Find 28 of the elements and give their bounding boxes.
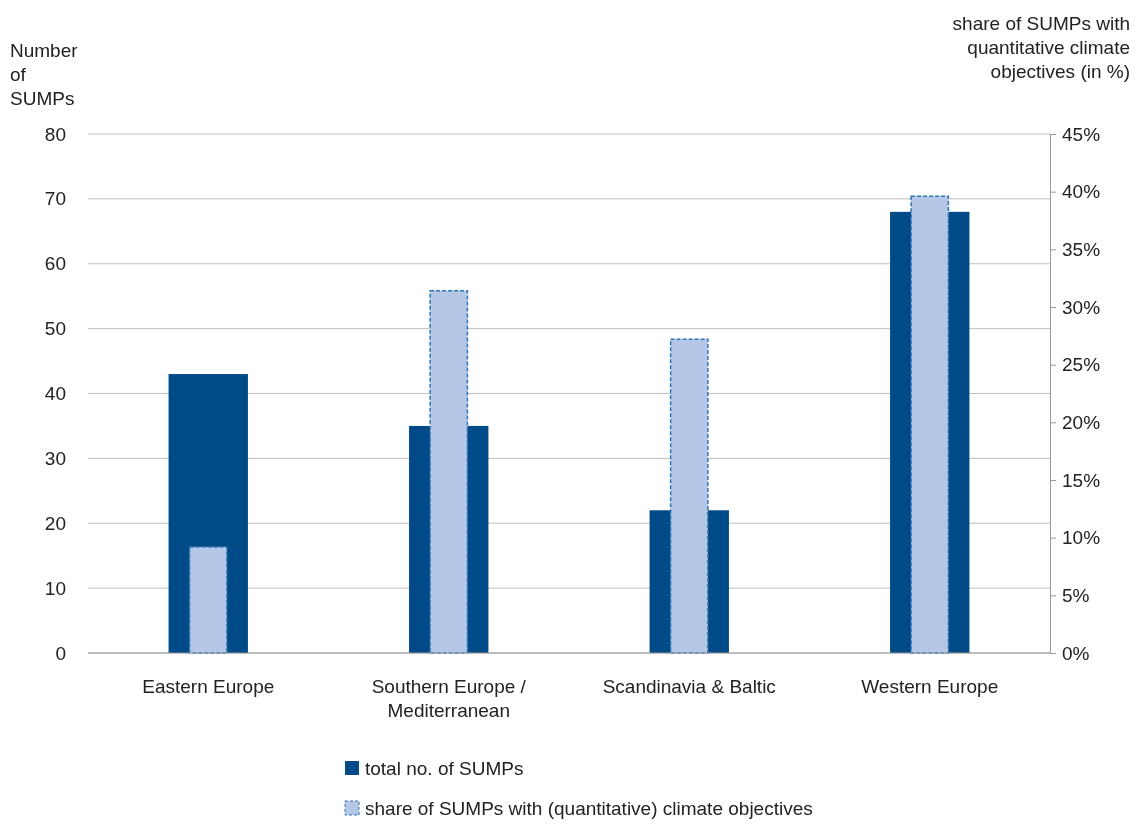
y2-tick-label: 45%: [1062, 123, 1101, 145]
y-tick-label: 0: [55, 642, 66, 664]
y2-tick-label: 30%: [1062, 296, 1101, 318]
y-tick-label: 60: [44, 253, 66, 275]
legend-label: total no. of SUMPs: [365, 758, 524, 779]
y2-tick-label: 15%: [1062, 469, 1101, 491]
y2-tick-label: 25%: [1062, 354, 1101, 376]
y-tick-label: 20: [44, 512, 66, 534]
x-tick-label: Western Europe: [861, 676, 999, 697]
bar: [188, 546, 228, 654]
y-axis-title: Number of SUMPs: [10, 40, 79, 109]
y-tick-label: 70: [44, 188, 66, 210]
y2-tick-label: 0%: [1062, 642, 1090, 664]
x-tick-label: Eastern Europe: [142, 676, 275, 697]
y-tick-label: 40: [44, 383, 66, 405]
y-tick-label: 10: [44, 577, 66, 599]
x-tick-label: Southern Europe / Mediterranean: [371, 676, 527, 721]
legend-label: share of SUMPs with (quantitative) climate objectives: [365, 798, 813, 819]
y-tick-label: 30: [44, 447, 66, 469]
y-tick-label: 50: [44, 318, 66, 340]
y2-tick-label: 40%: [1062, 181, 1101, 203]
y2-tick-label: 10%: [1062, 527, 1101, 549]
x-tick-label: Scandinavia & Baltic: [602, 676, 776, 697]
y2-tick-label: 20%: [1062, 411, 1101, 433]
y2-axis-title: share of SUMPs with quantitative climate objectives (in %): [952, 13, 1130, 82]
y-tick-label: 80: [44, 123, 66, 145]
y2-tick-label: 35%: [1062, 238, 1101, 260]
y2-tick-label: 5%: [1062, 584, 1090, 606]
